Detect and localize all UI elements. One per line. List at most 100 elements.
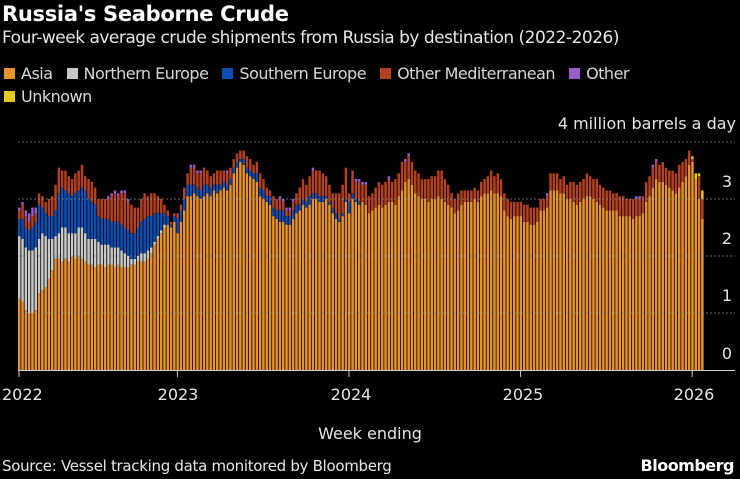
bar-segment-northern-europe (107, 244, 110, 265)
bar-segment-asia (156, 238, 160, 370)
bar-segment-other (34, 207, 37, 214)
bar-segment-southern-europe (130, 233, 133, 259)
legend-swatch (66, 68, 78, 79)
bar-segment-asia (311, 199, 315, 370)
bar-segment-other-mediterranean (579, 181, 582, 202)
bar-segment-southern-europe (18, 218, 21, 237)
bar-segment-asia (150, 253, 153, 370)
legend-label: Other (586, 64, 629, 83)
bar-segment-asia (661, 181, 664, 370)
bar-segment-other-mediterranean (585, 173, 589, 197)
bar-segment-northern-europe (27, 250, 31, 313)
bar-segment-southern-europe (67, 193, 70, 234)
bar-segment-other-mediterranean (361, 184, 364, 202)
bar-segment-other-mediterranean (549, 173, 552, 191)
bar-segment-other-mediterranean (110, 196, 113, 222)
bar-segment-northern-europe (150, 247, 153, 254)
bar-segment-asia (173, 221, 176, 370)
bar-segment-southern-europe (189, 184, 193, 197)
bar-segment-southern-europe (232, 167, 235, 174)
bar-segment-asia (239, 161, 242, 370)
bar-segment-other-mediterranean (357, 181, 361, 202)
bar-segment-other-mediterranean (552, 173, 556, 191)
bar-segment-asia (522, 221, 526, 370)
bar-segment-other-mediterranean (235, 153, 239, 162)
bar-segment-other-mediterranean (31, 216, 34, 228)
bar-segment-asia (694, 179, 697, 370)
bar-segment-northern-europe (120, 250, 123, 268)
bar-segment-other-mediterranean (34, 213, 37, 222)
bar-segment-other-mediterranean (522, 204, 526, 222)
bar-segment-asia (70, 256, 74, 370)
bar-segment-asia (384, 204, 387, 370)
bar-segment-asia (305, 207, 308, 370)
bar-segment-southern-europe (179, 210, 183, 222)
legend-item-other: Other (569, 64, 629, 83)
bar-segment-other-mediterranean (57, 167, 61, 194)
bar-segment-asia (608, 210, 612, 370)
bar-segment-other-mediterranean (315, 170, 318, 194)
bar-segment-other-mediterranean (192, 167, 196, 185)
bar-segment-unknown (701, 190, 704, 199)
bar-segment-asia (84, 261, 87, 370)
bar-segment-other-mediterranean (41, 196, 44, 208)
bar-segment-asia (486, 193, 490, 370)
bar-segment-northern-europe (31, 250, 34, 313)
x-tick-label: 2024 (330, 385, 372, 404)
bar-segment-southern-europe (150, 216, 153, 248)
bar-segment-other-mediterranean (598, 184, 602, 205)
bar-segment-southern-europe (120, 224, 123, 251)
bar-segment-other-mediterranean (397, 173, 400, 197)
bar-segment-other-mediterranean (163, 204, 166, 214)
bar-segment-other-mediterranean (77, 170, 80, 191)
bar-segment-asia (351, 199, 354, 370)
bar-segment-northern-europe (37, 238, 41, 294)
bar-segment-asia (321, 201, 325, 370)
bar-segment-asia (324, 199, 328, 370)
bar-segment-asia (21, 301, 24, 370)
bar-segment-other-mediterranean (47, 199, 51, 217)
bar-segment-other-mediterranean (621, 196, 625, 217)
bar-segment-asia (450, 207, 453, 370)
bar-segment-other (199, 170, 202, 174)
bar-segment-southern-europe (324, 196, 328, 199)
bar-segment-asia (638, 216, 641, 370)
bar-segment-other-mediterranean (483, 179, 486, 194)
bar-segment-other-mediterranean (206, 170, 209, 185)
bar-segment-asia (179, 221, 183, 370)
bar-segment-other-mediterranean (414, 170, 417, 194)
bar-segment-other-mediterranean (493, 176, 496, 194)
bar-segment-other (635, 196, 638, 199)
y-axis-unit-label: 4 million barrels a day (557, 114, 736, 133)
bar-segment-other (110, 193, 113, 197)
bar-segment-other-mediterranean (569, 181, 572, 199)
bar-segment-northern-europe (64, 227, 67, 259)
bar-segment-southern-europe (278, 210, 282, 222)
bar-segment-southern-europe (305, 201, 308, 208)
bar-segment-other-mediterranean (486, 176, 490, 194)
bar-segment-northern-europe (80, 227, 84, 259)
bar-segment-asia (390, 201, 394, 370)
bar-segment-other-mediterranean (473, 187, 476, 199)
bar-segment-southern-europe (344, 199, 348, 202)
bar-segment-other-mediterranean (212, 173, 216, 185)
legend-swatch (222, 68, 234, 79)
bar-segment-northern-europe (159, 230, 163, 234)
bar-segment-other-mediterranean (575, 184, 579, 205)
bar-segment-other-mediterranean (278, 199, 282, 211)
bar-segment-asia (440, 199, 443, 370)
bloomberg-logo: Bloomberg (640, 456, 735, 475)
bar-segment-other-mediterranean (668, 170, 671, 188)
bar-segment-other-mediterranean (282, 201, 285, 211)
bar-segment-other (18, 207, 21, 211)
bar-segment-asia (414, 193, 417, 370)
bar-segment-asia (625, 216, 628, 370)
bar-segment-other (654, 159, 658, 162)
bar-segment-other (546, 193, 549, 197)
bar-segment-asia (295, 213, 298, 370)
bar-segment-northern-europe (136, 256, 140, 262)
bar-segment-southern-europe (80, 187, 84, 228)
bar-segment-asia (265, 201, 268, 370)
bar-segment-southern-europe (21, 218, 24, 239)
bar-segment-other (192, 164, 196, 168)
